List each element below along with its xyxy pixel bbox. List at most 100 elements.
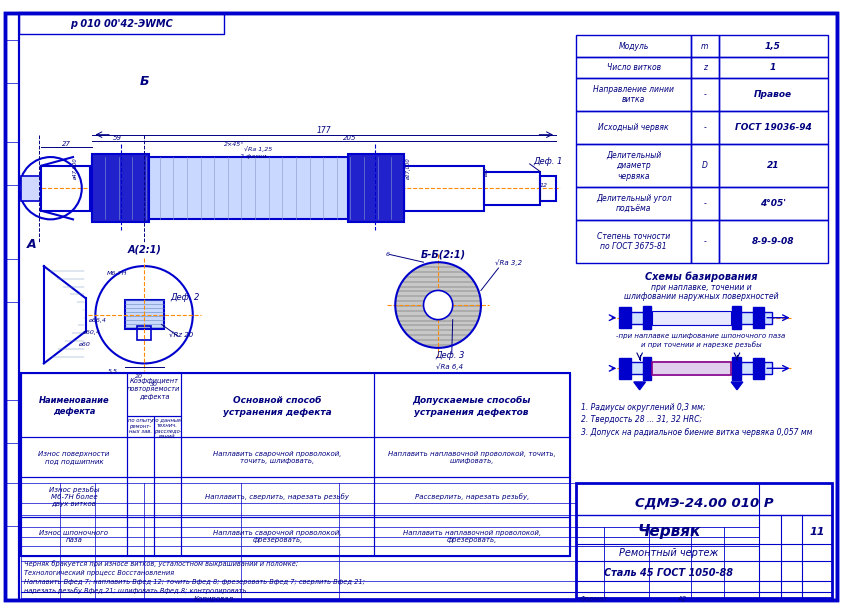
Bar: [732, 306, 741, 329]
Text: шлифовании наружных поверхностей: шлифовании наружных поверхностей: [624, 292, 778, 301]
Bar: [619, 357, 631, 379]
Bar: [126, 517, 154, 556]
Bar: [691, 145, 719, 187]
Text: Черняк бракуется при износе витков, усталостном выкрашивании и поломке;: Черняк бракуется при износе витков, уста…: [24, 561, 298, 568]
Text: 3. Допуск на радиальное биение витка червяка 0,057 мм: 3. Допуск на радиальное биение витка чер…: [581, 428, 812, 437]
Text: √Rа 6,4: √Rа 6,4: [436, 363, 464, 370]
Bar: [576, 78, 691, 112]
Text: М6-7Н: М6-7Н: [106, 272, 127, 276]
Bar: [20, 13, 224, 34]
Text: ø66,4: ø66,4: [88, 318, 106, 323]
Bar: [374, 477, 569, 517]
Text: 12: 12: [539, 183, 548, 188]
Text: 20: 20: [135, 373, 144, 379]
Text: по данным: по данным: [152, 417, 183, 422]
Bar: [541, 175, 556, 201]
Text: D: D: [702, 161, 708, 170]
Bar: [5, 400, 20, 443]
Bar: [619, 307, 631, 329]
Text: 6: 6: [386, 252, 389, 257]
Text: -: -: [703, 123, 706, 132]
Text: Направление линии
витка: Направление линии витка: [593, 85, 675, 104]
Bar: [22, 517, 126, 556]
Text: 177: 177: [317, 126, 331, 135]
Text: Наплавить сварочной проволокой,
фрезеровать,: Наплавить сварочной проволокой, фрезеров…: [213, 530, 342, 543]
Bar: [93, 157, 404, 219]
Text: А: А: [26, 238, 36, 251]
Bar: [404, 166, 484, 211]
Bar: [576, 145, 691, 187]
Bar: [652, 311, 731, 324]
Bar: [126, 477, 154, 517]
Text: 59: 59: [113, 135, 122, 140]
Polygon shape: [731, 382, 743, 390]
Text: ремонт-: ремонт-: [129, 424, 151, 429]
Text: 8-9-9-08: 8-9-9-08: [752, 237, 794, 246]
Text: 21: 21: [766, 161, 779, 170]
Text: Модуль: Модуль: [618, 42, 649, 50]
Bar: [719, 220, 828, 263]
Text: -: -: [703, 90, 706, 99]
Bar: [93, 154, 149, 223]
Text: 11: 11: [809, 527, 824, 537]
Bar: [138, 327, 151, 340]
Text: ГОСТ 19036-94: ГОСТ 19036-94: [734, 123, 811, 132]
Text: Деф. 3: Деф. 3: [435, 351, 465, 360]
Text: Б: Б: [139, 75, 149, 88]
Text: Исходный червяк: Исходный червяк: [599, 123, 670, 132]
Bar: [719, 36, 828, 57]
Text: ø60: ø60: [78, 341, 90, 346]
Text: z: z: [703, 63, 707, 72]
Text: устранения дефектов: устранения дефектов: [414, 408, 529, 417]
Bar: [374, 373, 569, 438]
Bar: [181, 438, 374, 477]
Text: СДМЭ-24.00 010 Р: СДМЭ-24.00 010 Р: [635, 496, 773, 509]
Bar: [719, 112, 828, 145]
Text: Наплавить Вфед 7; наплавить Вфед 12; точить Вфед 8; фрезеровать Вфед 7; сверлить: Наплавить Вфед 7; наплавить Вфед 12; точ…: [24, 579, 365, 585]
Text: √Ra 3,2: √Ra 3,2: [495, 259, 522, 265]
Text: Наплавить, сверлить, нарезать резьбу: Наплавить, сверлить, нарезать резьбу: [206, 493, 349, 500]
Bar: [691, 187, 719, 220]
Bar: [753, 307, 765, 329]
Bar: [41, 166, 90, 211]
Text: m: m: [702, 42, 708, 50]
Bar: [5, 483, 20, 526]
Text: расследо-: расследо-: [154, 429, 182, 434]
Bar: [5, 40, 20, 83]
Bar: [719, 145, 828, 187]
Text: Схемы базирования: Схемы базирования: [644, 272, 757, 282]
Bar: [643, 357, 651, 380]
Text: Наплавить сварочной проволокой,
точить, шлифовать,: Наплавить сварочной проволокой, точить, …: [213, 451, 342, 464]
Bar: [126, 373, 181, 416]
Bar: [691, 220, 719, 263]
Text: Коэффициент: Коэффициент: [130, 378, 178, 384]
Text: 1,5: 1,5: [765, 42, 781, 50]
Bar: [691, 112, 719, 145]
Bar: [484, 172, 541, 205]
Text: дефекта: дефекта: [53, 406, 95, 416]
Text: Основной способ: Основной способ: [234, 396, 322, 405]
Bar: [753, 357, 765, 379]
Bar: [576, 36, 691, 57]
Text: 5,5: 5,5: [108, 369, 118, 374]
Text: 2×45°: 2×45°: [223, 142, 244, 147]
Bar: [374, 517, 569, 556]
Bar: [5, 142, 20, 185]
Text: 1: 1: [770, 63, 776, 72]
Bar: [181, 477, 374, 517]
Text: Наплавить наплавочной проволокой, точить,
шлифовать,: Наплавить наплавочной проволокой, точить…: [388, 451, 555, 464]
Bar: [691, 78, 719, 112]
Text: -: -: [703, 199, 706, 208]
Text: при наплавке, точении и: при наплавке, точении и: [650, 283, 752, 292]
Text: ø27: ø27: [484, 167, 490, 177]
Bar: [576, 187, 691, 220]
Bar: [652, 362, 731, 375]
Text: Делительный
диаметр
червяка: Делительный диаметр червяка: [606, 151, 662, 181]
Text: Износ шпоночного
паза: Износ шпоночного паза: [40, 530, 108, 543]
Text: А(2:1): А(2:1): [127, 245, 161, 254]
Text: устранения дефекта: устранения дефекта: [223, 408, 332, 417]
Bar: [126, 438, 154, 477]
Text: Износ поверхности
под подшипник: Износ поверхности под подшипник: [38, 451, 110, 464]
Bar: [719, 78, 828, 112]
Bar: [125, 300, 163, 329]
